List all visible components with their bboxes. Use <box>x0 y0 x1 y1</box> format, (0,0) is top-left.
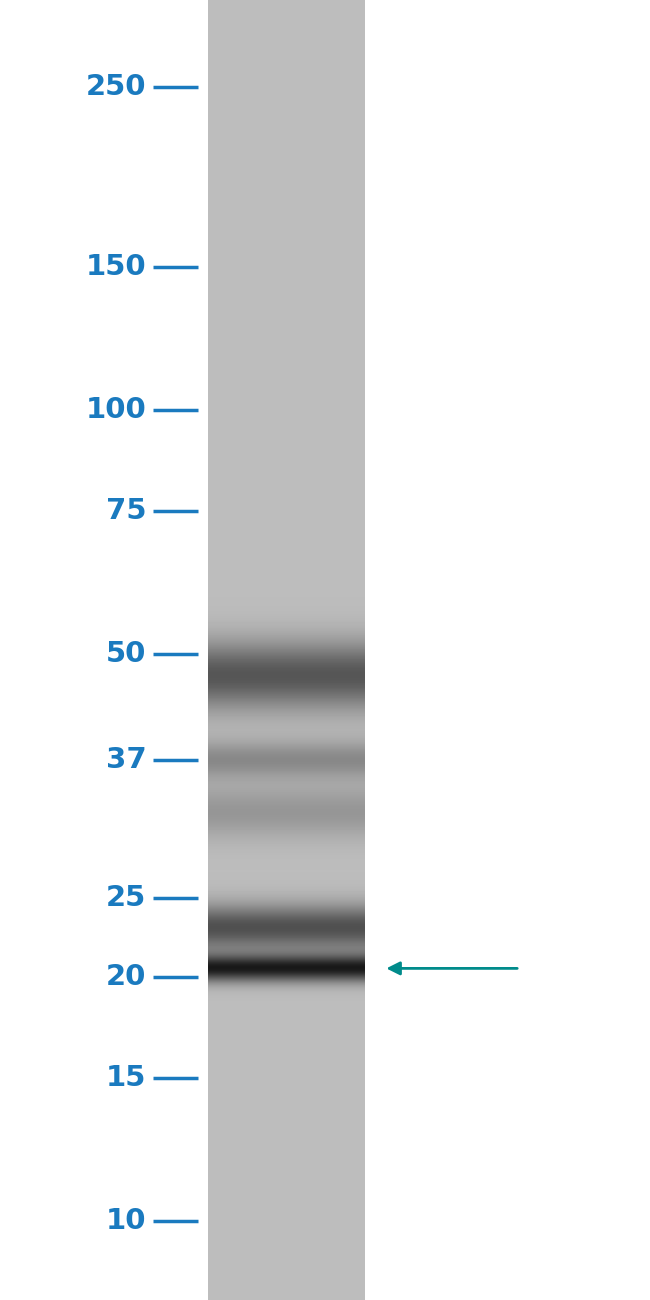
Text: 10: 10 <box>106 1208 146 1235</box>
Text: 20: 20 <box>106 963 146 991</box>
Text: 50: 50 <box>106 640 146 668</box>
Text: 100: 100 <box>86 396 146 424</box>
Text: 150: 150 <box>86 254 146 281</box>
Text: 37: 37 <box>105 746 146 775</box>
Text: 75: 75 <box>106 498 146 525</box>
Text: 25: 25 <box>106 884 146 913</box>
Text: 15: 15 <box>106 1065 146 1092</box>
Text: 250: 250 <box>86 73 146 101</box>
